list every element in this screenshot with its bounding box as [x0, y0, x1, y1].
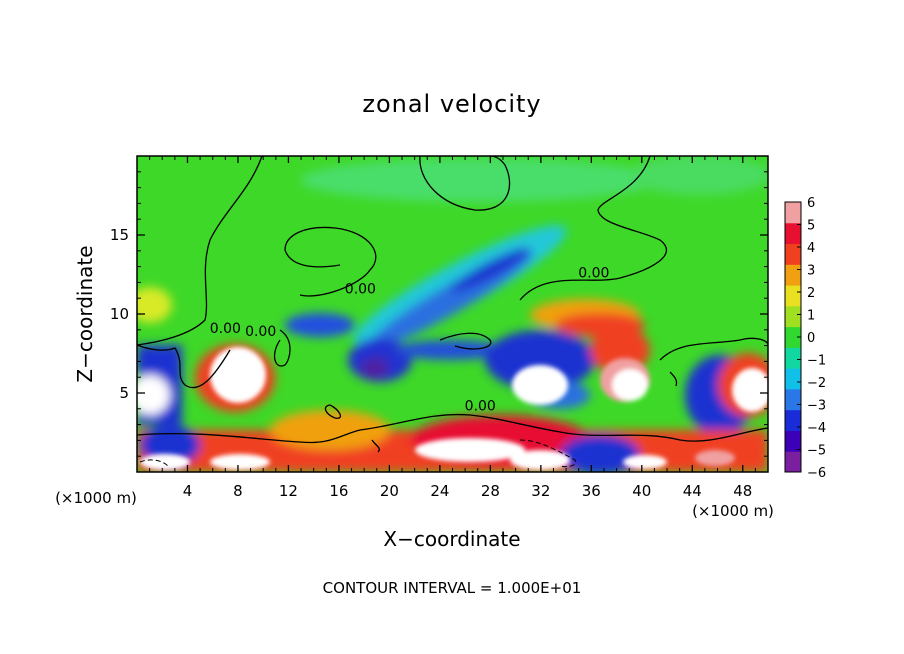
colorbar-tick-label: −4 — [807, 421, 826, 436]
chart-title: zonal velocity — [362, 90, 541, 118]
colorbar-swatch — [785, 243, 801, 265]
y-tick-label: 5 — [119, 384, 129, 402]
colorbar-swatch — [785, 430, 801, 452]
x-tick-label: 4 — [183, 482, 193, 500]
colorbar-swatch — [785, 285, 801, 307]
contour-label: 0.00 — [578, 266, 609, 282]
colorbar-swatch — [785, 368, 801, 390]
contour-labels: 0.00 0.000.000.000.00 — [210, 266, 610, 415]
x-tick-label: 24 — [430, 482, 449, 500]
x-axis: 4 8 12 16 20 24 28 32 36 40 44 48 — [149, 156, 756, 500]
contour-interval-label: CONTOUR INTERVAL = 1.000E+01 — [323, 579, 582, 597]
x-tick-label: 16 — [329, 482, 348, 500]
contour-label: 0.00 — [465, 398, 496, 414]
colorbar-tick-label: −1 — [807, 354, 826, 369]
colorbar: 6 5 4 3 2 1 0 −1 −2 −3 −4 −5 −6 — [784, 196, 826, 481]
colorbar-tick-label: 5 — [807, 219, 815, 234]
contour-label: 0.00 — [245, 324, 276, 340]
colorbar-swatch — [785, 202, 801, 224]
x-tick-label: 44 — [683, 482, 702, 500]
x-tick-label: 28 — [481, 482, 500, 500]
y-tick-label: 10 — [110, 305, 129, 323]
contour-label: 0.00 — [345, 281, 376, 297]
colorbar-swatch — [785, 264, 801, 286]
colorbar-swatch — [785, 326, 801, 348]
contour-lines — [137, 156, 768, 468]
x-tick-label: 20 — [380, 482, 399, 500]
x-tick-label: 36 — [582, 482, 601, 500]
velocity-field — [137, 156, 768, 472]
y-axis: 5 10 15 — [110, 171, 768, 457]
colorbar-tick-label: −6 — [807, 466, 826, 481]
colorbar-swatch — [785, 388, 801, 411]
x-tick-label: 8 — [233, 482, 243, 500]
x-axis-title: X−coordinate — [383, 527, 520, 551]
colorbar-swatch — [785, 409, 801, 431]
colorbar-tick-label: −2 — [807, 376, 826, 391]
colorbar-tick-label: 1 — [807, 309, 815, 324]
x-unit-left: (×1000 m) — [55, 489, 137, 507]
colorbar-tick-label: −3 — [807, 399, 826, 414]
colorbar-swatch — [785, 305, 801, 328]
colorbar-tick-label: 6 — [807, 196, 815, 211]
colorbar-swatch — [785, 347, 801, 369]
colorbar-swatch — [785, 451, 801, 473]
x-tick-label: 48 — [733, 482, 752, 500]
contour-label: 0.00 — [210, 321, 241, 337]
colorbar-tick-label: 2 — [807, 286, 815, 301]
colorbar-tick-label: 3 — [807, 264, 815, 279]
colorbar-tick-label: −5 — [807, 444, 826, 459]
x-unit-right: (×1000 m) — [692, 502, 774, 520]
x-tick-label: 40 — [632, 482, 651, 500]
y-axis-title: Z−coordinate — [73, 245, 97, 382]
colorbar-swatch — [785, 222, 801, 245]
x-tick-label: 32 — [531, 482, 550, 500]
colorbar-tick-label: 4 — [807, 241, 815, 256]
x-tick-label: 12 — [279, 482, 298, 500]
colorbar-tick-label: 0 — [807, 331, 815, 346]
y-tick-label: 15 — [110, 226, 129, 244]
